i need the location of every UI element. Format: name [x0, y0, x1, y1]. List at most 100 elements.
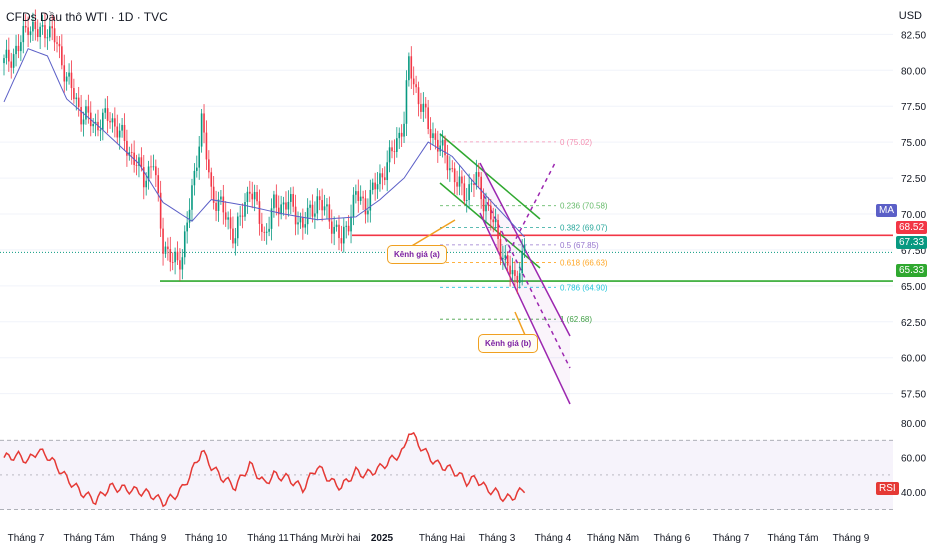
price-tick-label: 77.50 — [901, 102, 926, 113]
candle-body — [150, 166, 152, 168]
candlestick-series — [3, 9, 526, 294]
candle-body — [490, 205, 492, 220]
time-tick-label: Tháng Năm — [587, 533, 639, 544]
candle-body — [41, 25, 44, 27]
candle-body — [441, 139, 444, 146]
time-axis: Tháng 7 Tháng Tám Tháng 9 Tháng 10 Tháng 11 T… — [8, 533, 870, 544]
candle-body — [340, 238, 343, 244]
candle-body — [475, 172, 478, 185]
candle-body — [461, 176, 463, 184]
candle-body — [20, 42, 22, 52]
candle-body — [200, 113, 203, 147]
price-tick-label: 62.50 — [901, 318, 926, 329]
candle-body — [224, 212, 227, 220]
candle-body — [328, 204, 331, 222]
candle-body — [514, 270, 516, 276]
candle-body — [456, 182, 458, 187]
candle-body — [509, 265, 511, 275]
candle-body — [417, 87, 420, 105]
candle-body — [215, 202, 217, 211]
candle-body — [277, 207, 280, 215]
candle-body — [465, 200, 468, 201]
channel-b-annotation[interactable]: Kênh giá (b) — [478, 334, 539, 353]
candle-body — [415, 84, 417, 88]
candle-body — [114, 118, 116, 127]
candle-body — [58, 43, 61, 47]
candle-body — [437, 139, 439, 152]
candle-body — [145, 180, 147, 188]
candle-body — [292, 194, 294, 207]
candle-body — [511, 270, 514, 275]
candle-body — [294, 206, 297, 225]
candle-body — [494, 220, 497, 223]
candle-body — [205, 132, 208, 160]
candle-body — [362, 196, 364, 199]
candle-body — [5, 49, 8, 59]
candle-body — [46, 37, 49, 39]
candle-body — [155, 166, 157, 176]
candle-body — [367, 210, 369, 215]
candle-body — [198, 146, 201, 168]
candle-body — [94, 121, 97, 124]
candle-body — [497, 220, 499, 239]
fib-level-label: 0.786 (64.90) — [560, 283, 608, 292]
candle-body — [171, 262, 174, 263]
time-tick-label: Tháng 7 — [8, 533, 45, 544]
candle-body — [427, 107, 429, 130]
candle-body — [321, 200, 323, 211]
channel-a-lower — [439, 182, 541, 269]
candle-body — [270, 208, 273, 229]
candle-body — [169, 249, 172, 263]
candle-body — [432, 133, 434, 139]
candle-body — [183, 231, 186, 258]
candle-body — [12, 54, 15, 68]
candle-body — [345, 225, 348, 227]
candle-body — [118, 130, 121, 138]
candle-body — [8, 49, 10, 62]
channel-a-annotation[interactable]: Kênh giá (a) — [387, 245, 447, 264]
candle-body — [374, 182, 376, 190]
candle-body — [24, 25, 27, 28]
candle-body — [244, 202, 246, 217]
candle-body — [516, 275, 519, 283]
price-tick-label: 67.50 — [901, 246, 926, 257]
candle-body — [217, 199, 220, 211]
rsi-legend-tag[interactable]: RSI — [876, 482, 899, 495]
candle-body — [63, 65, 66, 82]
candle-body — [256, 191, 258, 202]
candle-body — [77, 97, 80, 107]
candle-body — [104, 108, 107, 113]
candle-body — [393, 151, 396, 153]
candle-body — [56, 42, 58, 44]
time-tick-label: Tháng 4 — [535, 533, 572, 544]
candle-body — [186, 222, 188, 232]
candle-body — [234, 238, 237, 244]
ma-legend-tag[interactable]: MA — [876, 204, 897, 217]
candle-body — [32, 21, 34, 32]
candle-body — [106, 108, 109, 121]
moving-average-line — [3, 48, 525, 238]
time-tick-label: Tháng Hai — [419, 533, 465, 544]
candle-body — [126, 140, 128, 156]
candle-body — [480, 176, 482, 200]
candle-body — [176, 251, 179, 261]
candle-body — [355, 191, 357, 195]
candle-body — [379, 173, 381, 185]
candle-body — [282, 202, 285, 205]
candle-body — [157, 175, 160, 193]
channel-b-pointer — [514, 311, 526, 336]
candle-body — [61, 46, 63, 66]
candle-body — [130, 152, 133, 154]
time-tick-label: Tháng 9 — [130, 533, 167, 544]
candle-body — [523, 245, 526, 251]
candle-body — [412, 78, 415, 85]
candle-body — [10, 61, 13, 68]
candle-body — [299, 217, 302, 223]
candle-body — [424, 103, 427, 108]
candle-body — [396, 138, 398, 152]
candle-body — [44, 25, 46, 39]
currency-label: USD — [898, 10, 922, 22]
price-tick-label: 70.00 — [901, 210, 926, 221]
candle-body — [434, 133, 437, 140]
